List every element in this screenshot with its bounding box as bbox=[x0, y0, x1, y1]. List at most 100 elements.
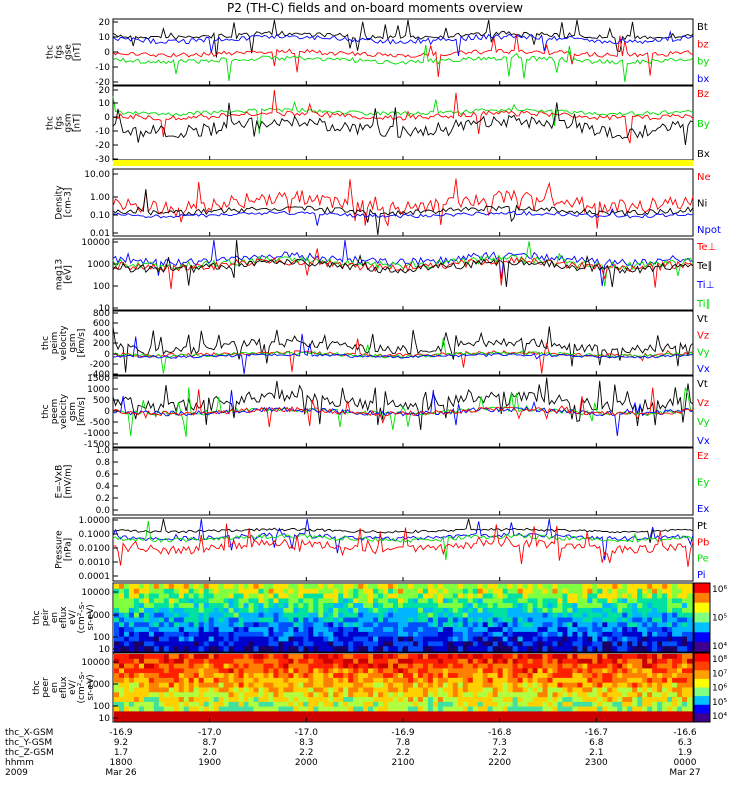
spectrogram-10-cell bbox=[253, 654, 260, 660]
spectrogram-9-cell bbox=[477, 641, 484, 647]
spectrogram-10-cell bbox=[517, 658, 524, 665]
spectrogram-10-cell bbox=[607, 654, 613, 660]
spectrogram-10-cell bbox=[447, 711, 454, 717]
spectrogram-10-cell bbox=[298, 663, 304, 669]
spectrogram-9-cell bbox=[667, 636, 673, 642]
spectrogram-10-cell bbox=[243, 677, 250, 684]
spectrogram-9-cell bbox=[677, 631, 683, 638]
spectrogram-10-cell bbox=[393, 654, 399, 660]
spectrogram-9-cell bbox=[398, 646, 404, 652]
spectrogram-9-cell bbox=[188, 593, 195, 599]
spectrogram-10-cell bbox=[552, 673, 559, 679]
spectrogram-10-cell bbox=[477, 692, 484, 698]
spectrogram-9-cell bbox=[173, 636, 180, 642]
spectrogram-9-cell bbox=[383, 603, 389, 609]
spectrogram-9-cell bbox=[178, 607, 185, 614]
spectrogram-10-cell bbox=[158, 663, 165, 669]
spectrogram-9-cell bbox=[497, 627, 504, 633]
spectrogram-9-cell bbox=[462, 631, 469, 638]
spectrogram-9-cell bbox=[223, 636, 230, 642]
xaxis-tick-value: -17.0 bbox=[198, 728, 222, 738]
spectrogram-9-cell bbox=[203, 641, 210, 647]
spectrogram-10-cell bbox=[522, 654, 529, 660]
spectrogram-9-cell bbox=[268, 598, 275, 604]
spectrogram-10-cell bbox=[562, 711, 568, 717]
spectrogram-9-cell bbox=[353, 617, 359, 623]
spectrogram-9-cell bbox=[223, 631, 230, 638]
spectrogram-9-cell bbox=[168, 636, 175, 642]
spectrogram-10-cell bbox=[547, 716, 554, 722]
spectrogram-9-cell bbox=[527, 631, 534, 638]
spectrogram-10-cell bbox=[622, 654, 628, 660]
spectrogram-10-cell bbox=[522, 706, 529, 712]
spectrogram-9-cell bbox=[343, 598, 349, 604]
spectrogram-9-cell bbox=[617, 598, 623, 604]
spectrogram-9-cell bbox=[143, 598, 150, 604]
spectrogram-10-cell bbox=[482, 654, 489, 660]
spectrogram-10-cell bbox=[148, 706, 155, 712]
spectrogram-10-cell bbox=[348, 701, 354, 708]
spectrogram-9-cell bbox=[168, 622, 175, 628]
spectrogram-9-cell bbox=[492, 598, 499, 604]
spectrogram-9-cell bbox=[243, 627, 250, 633]
spectrogram-10-cell bbox=[403, 706, 409, 712]
spectrogram-9-cell bbox=[393, 617, 399, 623]
spectrogram-10-cell bbox=[283, 673, 289, 679]
spectrogram-10-cell bbox=[343, 701, 349, 708]
spectrogram-9-cell bbox=[223, 622, 230, 628]
spectrogram-10-cell bbox=[238, 711, 245, 717]
spectrogram-9-cell bbox=[253, 588, 260, 595]
spectrogram-9-cell bbox=[238, 622, 245, 628]
spectrogram-10-cell bbox=[233, 654, 240, 660]
spectrogram-9-cell bbox=[477, 593, 484, 599]
spectrogram-9-cell bbox=[422, 622, 429, 628]
spectrogram-9-cell bbox=[114, 641, 120, 647]
spectrogram-9-cell bbox=[462, 598, 469, 604]
spectrogram-10-cell bbox=[422, 677, 429, 684]
spectrogram-10-cell bbox=[672, 697, 678, 703]
spectrogram-9-cell bbox=[393, 603, 399, 609]
spectrogram-9-cell bbox=[452, 598, 459, 604]
spectrogram-10-cell bbox=[213, 711, 220, 717]
spectrogram-10-cell bbox=[592, 658, 598, 665]
panel-1-ylabel: thc bbox=[46, 116, 56, 130]
spectrogram-9-cell bbox=[378, 646, 384, 652]
spectrogram-10-cell bbox=[114, 682, 120, 689]
spectrogram-10-cell bbox=[522, 663, 529, 669]
spectrogram-10-cell bbox=[677, 716, 683, 722]
spectrogram-9-cell bbox=[642, 641, 648, 647]
spectrogram-10-cell bbox=[143, 711, 150, 717]
spectrogram-9-cell bbox=[572, 641, 578, 647]
panel-5-ytick-label: 0 bbox=[104, 350, 110, 360]
spectrogram-10-cell bbox=[288, 716, 294, 722]
spectrogram-10-cell bbox=[512, 668, 519, 674]
spectrogram-10-cell bbox=[457, 711, 464, 717]
spectrogram-9-cell bbox=[328, 588, 334, 595]
spectrogram-9-cell bbox=[283, 636, 289, 642]
spectrogram-9-cell bbox=[368, 603, 374, 609]
spectrogram-10-cell bbox=[657, 682, 663, 689]
spectrogram-9-cell bbox=[183, 641, 190, 647]
spectrogram-9-cell bbox=[223, 603, 230, 609]
spectrogram-10-cell bbox=[587, 706, 593, 712]
spectrogram-10-cell bbox=[562, 658, 568, 665]
spectrogram-10-cell bbox=[662, 663, 668, 669]
panel-10-ylabel: peer bbox=[41, 677, 51, 698]
spectrogram-9-cell bbox=[303, 603, 309, 609]
spectrogram-10-cell bbox=[647, 658, 653, 665]
spectrogram-9-cell bbox=[467, 617, 474, 623]
spectrogram-9-cell bbox=[532, 627, 539, 633]
spectrogram-10-cell bbox=[597, 692, 603, 698]
spectrogram-9-cell bbox=[492, 588, 499, 595]
spectrogram-10-cell bbox=[268, 716, 275, 722]
spectrogram-10-cell bbox=[168, 677, 175, 684]
spectrogram-9-cell bbox=[432, 584, 439, 590]
spectrogram-9-cell bbox=[363, 636, 369, 642]
spectrogram-10-cell bbox=[263, 658, 270, 665]
spectrogram-10-cell bbox=[333, 701, 339, 708]
spectrogram-9-cell bbox=[442, 607, 449, 614]
spectrogram-10-cell bbox=[193, 673, 200, 679]
spectrogram-9-cell bbox=[647, 612, 653, 619]
spectrogram-10-cell bbox=[482, 697, 489, 703]
spectrogram-9-cell bbox=[208, 607, 215, 614]
